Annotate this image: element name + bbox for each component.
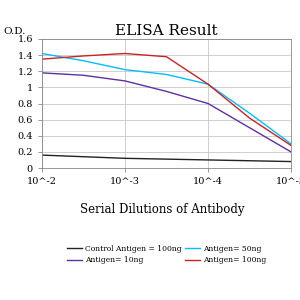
Antigen= 100ng	[289, 144, 293, 147]
Antigen= 10ng	[123, 79, 127, 83]
Text: Serial Dilutions of Antibody: Serial Dilutions of Antibody	[80, 202, 244, 215]
Antigen= 10ng	[165, 90, 168, 93]
Control Antigen = 100ng	[40, 153, 44, 157]
Control Antigen = 100ng	[82, 155, 85, 158]
Antigen= 10ng	[40, 71, 44, 75]
Antigen= 100ng	[248, 116, 251, 120]
Legend: Control Antigen = 100ng, Antigen= 10ng, Antigen= 50ng, Antigen= 100ng: Control Antigen = 100ng, Antigen= 10ng, …	[64, 242, 269, 267]
Antigen= 10ng	[248, 126, 251, 130]
Control Antigen = 100ng	[123, 157, 127, 160]
Antigen= 100ng	[206, 82, 210, 86]
Antigen= 50ng	[40, 52, 44, 55]
Antigen= 100ng	[123, 52, 127, 55]
Title: ELISA Result: ELISA Result	[115, 24, 218, 38]
Antigen= 50ng	[206, 82, 210, 86]
Antigen= 50ng	[289, 142, 293, 146]
Antigen= 50ng	[248, 111, 251, 115]
Line: Antigen= 100ng: Antigen= 100ng	[42, 53, 291, 146]
Antigen= 50ng	[123, 68, 127, 71]
Line: Antigen= 50ng: Antigen= 50ng	[42, 53, 291, 144]
Line: Control Antigen = 100ng: Control Antigen = 100ng	[42, 155, 291, 161]
Antigen= 10ng	[206, 102, 210, 105]
Control Antigen = 100ng	[165, 157, 168, 161]
Antigen= 10ng	[82, 74, 85, 77]
Antigen= 50ng	[165, 73, 168, 76]
Antigen= 100ng	[165, 55, 168, 58]
Antigen= 100ng	[82, 54, 85, 58]
Control Antigen = 100ng	[248, 159, 251, 163]
Antigen= 10ng	[289, 150, 293, 154]
Antigen= 50ng	[82, 59, 85, 63]
Control Antigen = 100ng	[289, 160, 293, 163]
Antigen= 100ng	[40, 57, 44, 61]
Control Antigen = 100ng	[206, 158, 210, 162]
Line: Antigen= 10ng: Antigen= 10ng	[42, 73, 291, 152]
Text: O.D.: O.D.	[3, 27, 26, 36]
